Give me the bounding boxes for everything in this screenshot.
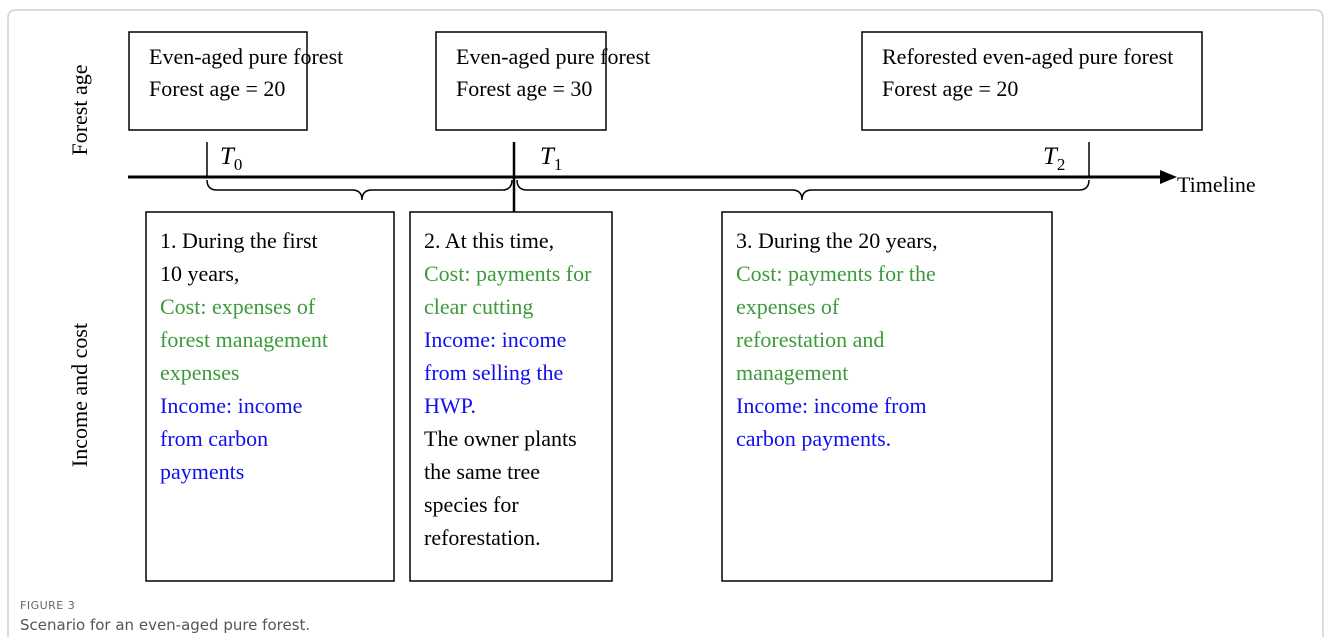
top-box: [128, 31, 308, 131]
box-line: 2. At this time,: [424, 228, 554, 253]
bottom-box: [721, 211, 1053, 582]
box-line: Income: income: [424, 327, 566, 352]
marker-symbol: T: [540, 143, 556, 170]
top-box: [435, 31, 607, 131]
axis-label: Forest age: [67, 64, 92, 155]
box-line: Cost: expenses of: [160, 294, 316, 319]
marker-subscript: 2: [1057, 155, 1066, 174]
box-line: Income: income from: [736, 393, 927, 418]
box-line: reforestation.: [424, 525, 541, 550]
arrow-head: [1160, 170, 1177, 184]
time-marker: T2: [1043, 143, 1065, 174]
axis-label: Income and cost: [67, 323, 92, 467]
box-line: carbon payments.: [736, 426, 891, 451]
box-line: expenses of: [736, 294, 840, 319]
box-line: Cost: payments for: [424, 261, 592, 286]
marker-symbol: T: [1043, 143, 1059, 170]
marker-symbol: T: [220, 143, 236, 170]
box-line: management: [736, 360, 848, 385]
box-line: clear cutting: [424, 294, 533, 319]
box-line: Forest age = 30: [456, 76, 592, 101]
box-line: 3. During the 20 years,: [736, 228, 938, 253]
box-line: forest management: [160, 327, 328, 352]
box-line: reforestation and: [736, 327, 884, 352]
time-marker: T0: [220, 143, 242, 174]
box-line: Cost: payments for the: [736, 261, 936, 286]
brace: [206, 179, 513, 201]
box-line: Even-aged pure forest: [149, 44, 343, 69]
box-line: species for: [424, 492, 519, 517]
bottom-box: [145, 211, 395, 582]
caption-text: Scenario for an even-aged pure forest.: [20, 616, 310, 634]
box-line: HWP.: [424, 393, 476, 418]
top-box: [861, 31, 1203, 131]
box-line: The owner plants: [424, 426, 577, 451]
brace: [516, 179, 1090, 201]
caption-label: FIGURE 3: [20, 599, 75, 612]
marker-subscript: 0: [234, 155, 243, 174]
box-line: Forest age = 20: [149, 76, 285, 101]
box-line: Reforested even-aged pure forest: [882, 44, 1173, 69]
timeline-label: Timeline: [1177, 172, 1256, 197]
box-line: the same tree: [424, 459, 540, 484]
box-line: from selling the: [424, 360, 563, 385]
box-line: Income: income: [160, 393, 302, 418]
marker-subscript: 1: [554, 155, 563, 174]
box-line: payments: [160, 459, 244, 484]
box-line: expenses: [160, 360, 239, 385]
box-line: 10 years,: [160, 261, 239, 286]
frame: [7, 9, 1324, 637]
bottom-box: [409, 211, 613, 582]
box-line: from carbon: [160, 426, 268, 451]
box-line: 1. During the first: [160, 228, 318, 253]
box-line: Forest age = 20: [882, 76, 1018, 101]
box-line: Even-aged pure forest: [456, 44, 650, 69]
time-marker: T1: [540, 143, 562, 174]
